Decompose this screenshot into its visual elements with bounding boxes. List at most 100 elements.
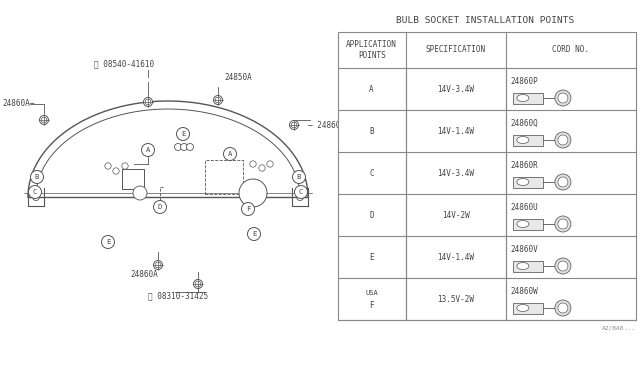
Circle shape [292,170,305,183]
Text: B: B [369,126,374,135]
Text: BULB SOCKET INSTALLATION POINTS: BULB SOCKET INSTALLATION POINTS [396,16,574,25]
Circle shape [250,161,256,167]
Text: C: C [33,189,37,195]
Circle shape [215,97,221,103]
Ellipse shape [517,179,529,186]
Circle shape [241,202,255,215]
Circle shape [175,144,182,151]
Circle shape [555,90,571,106]
Text: 24860A—: 24860A— [2,99,35,109]
Text: APPLICATION
POINTS: APPLICATION POINTS [346,40,397,60]
Circle shape [248,228,260,241]
Circle shape [558,93,568,103]
Circle shape [558,177,568,187]
Text: F: F [246,206,250,212]
Circle shape [177,128,189,141]
Ellipse shape [517,263,529,269]
Text: E: E [252,231,256,237]
Text: 24860R: 24860R [511,160,539,170]
Circle shape [259,165,265,171]
Circle shape [186,144,193,151]
Text: E: E [369,253,374,262]
FancyBboxPatch shape [513,218,543,230]
Ellipse shape [517,137,529,144]
Circle shape [145,99,151,105]
Text: 14V-3.4W: 14V-3.4W [437,84,474,93]
Circle shape [195,281,201,287]
Circle shape [141,144,154,157]
Text: Ⓢ 08540-41610: Ⓢ 08540-41610 [94,59,154,68]
Circle shape [555,300,571,316]
Text: 24860V: 24860V [511,244,539,253]
Text: D: D [369,211,374,219]
Text: — 24860A: — 24860A [308,121,345,129]
Circle shape [133,186,147,200]
Text: 14V-3.4W: 14V-3.4W [437,169,474,177]
Circle shape [154,201,166,214]
FancyBboxPatch shape [513,93,543,103]
Text: F: F [369,301,374,310]
Circle shape [41,117,47,123]
Circle shape [122,163,128,169]
Circle shape [105,163,111,169]
Circle shape [555,132,571,148]
Text: B: B [35,174,39,180]
FancyBboxPatch shape [513,260,543,272]
Text: A: A [369,84,374,93]
Circle shape [102,235,115,248]
Text: C: C [369,169,374,177]
Circle shape [40,115,49,125]
Circle shape [155,262,161,268]
Ellipse shape [517,221,529,228]
Text: 14V-2W: 14V-2W [442,211,470,219]
Text: A: A [146,147,150,153]
Circle shape [180,144,188,151]
Circle shape [193,279,202,289]
Circle shape [33,193,40,201]
Circle shape [555,258,571,274]
Circle shape [294,186,307,199]
Text: C: C [299,189,303,195]
Circle shape [143,97,152,106]
Text: 24850A: 24850A [224,73,252,82]
Text: E: E [181,131,185,137]
Ellipse shape [517,94,529,102]
Circle shape [154,260,163,269]
FancyBboxPatch shape [122,169,144,189]
Circle shape [29,186,42,199]
Text: D: D [158,204,162,210]
Circle shape [558,261,568,271]
Ellipse shape [517,305,529,311]
FancyBboxPatch shape [513,135,543,145]
Text: 24860Q: 24860Q [511,119,539,128]
Circle shape [31,170,44,183]
Text: 24860P: 24860P [511,77,539,86]
Circle shape [267,161,273,167]
Text: 14V-1.4W: 14V-1.4W [437,126,474,135]
Circle shape [113,168,119,174]
Circle shape [239,179,267,207]
Text: CORD NO.: CORD NO. [552,45,589,55]
FancyBboxPatch shape [513,176,543,187]
Text: 24860W: 24860W [511,286,539,295]
Circle shape [555,174,571,190]
Text: A: A [228,151,232,157]
Text: SPECIFICATION: SPECIFICATION [426,45,486,55]
Text: Ⓢ 08310-31425: Ⓢ 08310-31425 [148,291,208,300]
Circle shape [296,193,303,201]
Circle shape [289,121,298,129]
Bar [338,32,636,320]
Circle shape [558,135,568,145]
Text: 14V-1.4W: 14V-1.4W [437,253,474,262]
Circle shape [558,303,568,313]
Circle shape [291,122,297,128]
Text: E: E [106,239,110,245]
Text: 24860U: 24860U [511,202,539,212]
Text: USA: USA [365,290,378,296]
Text: B: B [297,174,301,180]
Text: 13.5V-2W: 13.5V-2W [437,295,474,304]
Circle shape [555,216,571,232]
Circle shape [558,219,568,229]
Circle shape [223,148,237,160]
Text: A2/8A0...: A2/8A0... [602,326,636,331]
